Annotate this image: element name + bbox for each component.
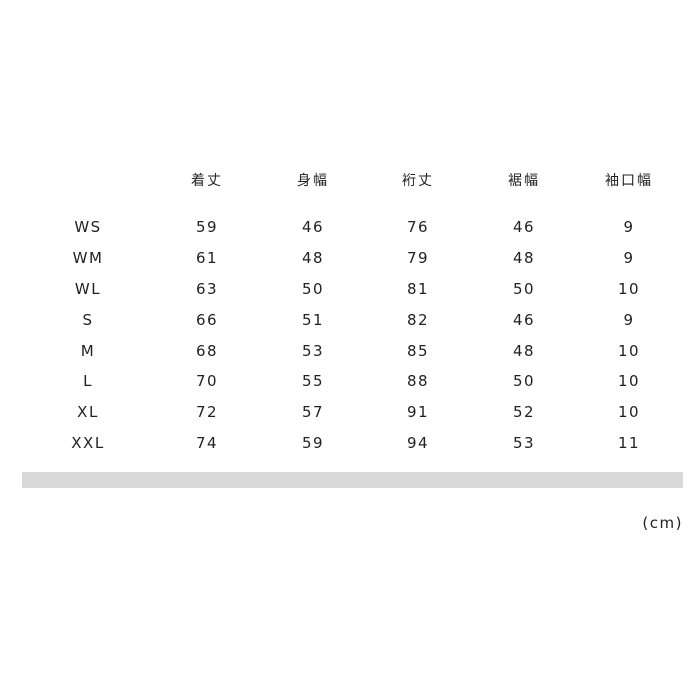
column-header: 着丈 [191, 173, 223, 189]
table-cell: 48 [512, 249, 536, 267]
table-cell: 82 [406, 311, 430, 329]
table-cell: 50 [512, 280, 536, 298]
table-cell: 46 [512, 311, 536, 329]
table-cell: 51 [301, 311, 325, 329]
column-header: 袖口幅 [605, 173, 653, 189]
column-header: 裄丈 [402, 173, 434, 189]
size-label: L [83, 372, 93, 390]
table-cell: 72 [195, 403, 219, 421]
table-cell: 46 [301, 218, 325, 236]
table-cell: 74 [195, 434, 219, 452]
size-label: S [82, 311, 94, 329]
table-cell: 85 [406, 342, 430, 360]
table-cell: 9 [623, 311, 635, 329]
table-cell: 53 [512, 434, 536, 452]
table-cell: 55 [301, 372, 325, 390]
size-label: XL [77, 403, 99, 421]
table-cell: 10 [617, 403, 641, 421]
table-cell: 48 [301, 249, 325, 267]
table-cell: 88 [406, 372, 430, 390]
table-cell: 50 [512, 372, 536, 390]
table-cell: 53 [301, 342, 325, 360]
column-header: 身幅 [297, 173, 329, 189]
table-cell: 46 [512, 218, 536, 236]
table-cell: 81 [406, 280, 430, 298]
table-cell: 57 [301, 403, 325, 421]
size-label: WS [74, 218, 102, 236]
table-cell: 50 [301, 280, 325, 298]
table-cell: 79 [406, 249, 430, 267]
table-cell: 70 [195, 372, 219, 390]
table-cell: 10 [617, 372, 641, 390]
divider-bar [22, 472, 683, 488]
table-cell: 9 [623, 218, 635, 236]
table-cell: 68 [195, 342, 219, 360]
table-cell: 63 [195, 280, 219, 298]
table-cell: 10 [617, 342, 641, 360]
table-cell: 66 [195, 311, 219, 329]
table-cell: 48 [512, 342, 536, 360]
table-cell: 59 [301, 434, 325, 452]
table-cell: 61 [195, 249, 219, 267]
size-label: WM [72, 249, 104, 267]
column-header: 裾幅 [508, 173, 540, 189]
size-label: XXL [71, 434, 105, 452]
size-label: WL [74, 280, 102, 298]
table-cell: 59 [195, 218, 219, 236]
table-cell: 94 [406, 434, 430, 452]
table-cell: 9 [623, 249, 635, 267]
table-cell: 11 [617, 434, 641, 452]
unit-label: (cm) [642, 514, 683, 532]
table-cell: 91 [406, 403, 430, 421]
size-label: M [80, 342, 96, 360]
table-cell: 10 [617, 280, 641, 298]
table-cell: 52 [512, 403, 536, 421]
table-cell: 76 [406, 218, 430, 236]
